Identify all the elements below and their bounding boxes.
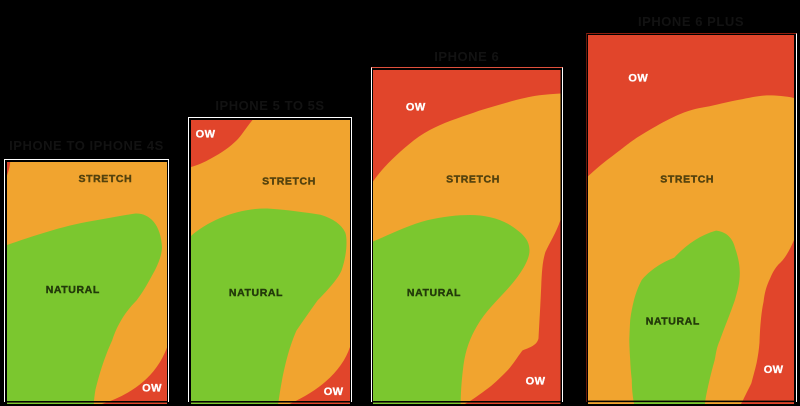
svg-text:OW: OW (526, 375, 546, 387)
svg-text:STRETCH: STRETCH (78, 172, 132, 184)
svg-text:OW: OW (628, 73, 648, 85)
svg-text:NATURAL: NATURAL (646, 315, 700, 327)
svg-text:OW: OW (142, 382, 162, 394)
svg-text:NATURAL: NATURAL (407, 287, 461, 299)
svg-text:NATURAL: NATURAL (45, 283, 99, 295)
svg-text:NATURAL: NATURAL (228, 287, 282, 299)
svg-text:OW: OW (323, 385, 343, 397)
svg-text:OW: OW (195, 128, 215, 140)
svg-text:STRETCH: STRETCH (446, 173, 500, 185)
svg-text:OW: OW (406, 101, 426, 113)
svg-text:STRETCH: STRETCH (262, 175, 316, 187)
svg-text:OW: OW (764, 364, 784, 376)
svg-text:STRETCH: STRETCH (660, 174, 714, 186)
